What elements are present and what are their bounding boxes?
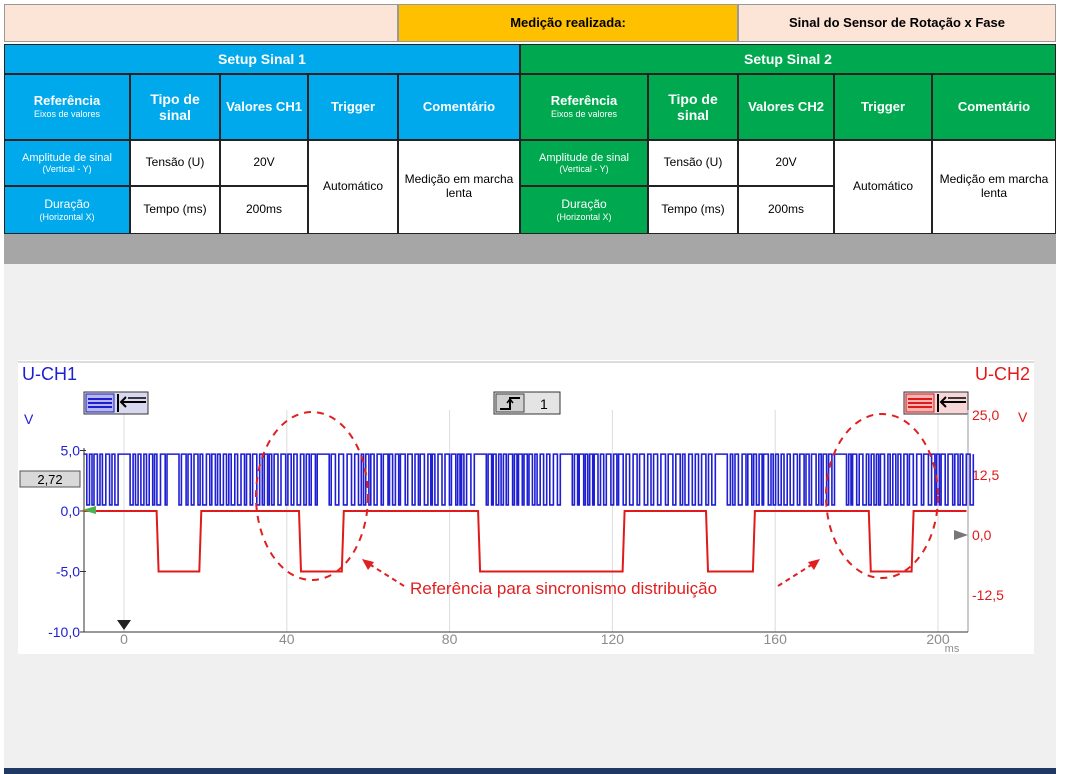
setup2-row2-label-sub: (Horizontal X) xyxy=(556,211,612,222)
bottom-edge xyxy=(4,768,1056,774)
setup2-row1-label: Amplitude de sinal (Vertical - Y) xyxy=(520,140,648,186)
setup1-comment: Medição em marcha lenta xyxy=(398,140,520,234)
x-tick-label: 160 xyxy=(764,631,788,647)
setup2-row2-value: 200ms xyxy=(738,186,834,234)
ch2-label: U-CH2 xyxy=(975,364,1030,384)
setup1-row1-value: 20V xyxy=(220,140,308,186)
trigger-indicator[interactable]: 1 xyxy=(493,391,561,415)
sync-reference-ellipse-right xyxy=(825,413,939,579)
setup2-row2-type: Tempo (ms) xyxy=(648,186,738,234)
setup2-col-reference-label: Referência xyxy=(550,93,618,109)
ch2-scale-button[interactable] xyxy=(903,391,969,415)
setup1-row1-label-text: Amplitude de sinal xyxy=(22,151,112,164)
measurement-label: Medição realizada: xyxy=(398,4,738,42)
setup1-col-reference-label: Referência xyxy=(33,93,101,109)
y-left-tick-label: -10,0 xyxy=(48,624,80,640)
setup1-row1-label: Amplitude de sinal (Vertical - Y) xyxy=(4,140,130,186)
x-tick-label: 0 xyxy=(120,631,128,647)
y-right-tick-label: -12,5 xyxy=(972,587,1004,603)
setup1-row2-type: Tempo (ms) xyxy=(130,186,220,234)
x-tick-label: 40 xyxy=(279,631,295,647)
setup2-col-trigger: Trigger xyxy=(834,74,932,140)
setup2-row1-label-text: Amplitude de sinal xyxy=(539,151,629,164)
measurement-value: Sinal do Sensor de Rotação x Fase xyxy=(738,4,1056,42)
setup1-row1-label-sub: (Vertical - Y) xyxy=(42,164,92,175)
setup2-trigger: Automático xyxy=(834,140,932,234)
ch1-marker-value: 2,72 xyxy=(37,472,62,487)
setup1-row2-value: 200ms xyxy=(220,186,308,234)
trigger-channel: 1 xyxy=(540,396,548,412)
setup2-row1-type: Tensão (U) xyxy=(648,140,738,186)
x-tick-label: 120 xyxy=(601,631,625,647)
setup2-row2-label: Duração (Horizontal X) xyxy=(520,186,648,234)
sync-reference-ellipse-left xyxy=(255,411,369,581)
scope-traces xyxy=(83,453,975,573)
y-right-tick-label: 25,0 xyxy=(972,407,999,423)
header-left-blank xyxy=(4,4,398,42)
setup1-row2-label: Duração (Horizontal X) xyxy=(4,186,130,234)
setup1-title: Setup Sinal 1 xyxy=(4,44,520,74)
y-right-tick-label: 12,5 xyxy=(972,467,999,483)
setup1-col-comment: Comentário xyxy=(398,74,520,140)
oscilloscope-chart: U-CH1 U-CH2 V V 1 2,72 xyxy=(18,360,1034,654)
setup2-comment: Medição em marcha lenta xyxy=(932,140,1056,234)
setup2-row2-label-text: Duração xyxy=(561,196,607,211)
trigger-position-marker xyxy=(117,620,131,630)
setup1-col-type: Tipo de sinal xyxy=(130,74,220,140)
x-unit-label: ms xyxy=(945,643,960,654)
setup2-col-comment: Comentário xyxy=(932,74,1056,140)
setup2-title: Setup Sinal 2 xyxy=(520,44,1056,74)
setup2-col-type: Tipo de sinal xyxy=(648,74,738,140)
annotation-arrow-right xyxy=(777,561,817,587)
setup1-row2-label-text: Duração xyxy=(44,196,90,211)
ch1-level-marker[interactable]: 2,72 xyxy=(19,470,81,488)
separator-bar xyxy=(4,234,1056,264)
ch1-trace xyxy=(83,453,975,506)
y-left-tick-label: 0,0 xyxy=(61,503,81,519)
setup2-col-values: Valores CH2 xyxy=(738,74,834,140)
setup1-col-values: Valores CH1 xyxy=(220,74,308,140)
ch2-unit: V xyxy=(1018,409,1028,425)
y-left-tick-label: -5,0 xyxy=(56,564,80,580)
ch1-ground-marker xyxy=(82,506,96,514)
setup1-row1-type: Tensão (U) xyxy=(130,140,220,186)
y-left-tick-label: 5,0 xyxy=(61,443,81,459)
ch2-trace xyxy=(83,510,967,573)
scope-grid xyxy=(123,410,939,632)
setup1-col-trigger: Trigger xyxy=(308,74,398,140)
setup1-col-reference: Referência Eixos de valores xyxy=(4,74,130,140)
annotation-arrow-left xyxy=(365,561,405,587)
ch2-ground-marker xyxy=(954,530,968,540)
setup2-row1-value: 20V xyxy=(738,140,834,186)
y-right-tick-label: 0,0 xyxy=(972,527,992,543)
x-tick-label: 80 xyxy=(442,631,458,647)
setup2-col-reference-sub: Eixos de valores xyxy=(550,109,618,120)
x-tick-label: 200 xyxy=(926,631,950,647)
rising-edge-icon xyxy=(500,397,520,410)
setup2-row1-label-sub: (Vertical - Y) xyxy=(559,164,609,175)
scope-ticks: 0 40 80 120 160 200ms 5,0 0,0 -5,0 -10,0 25,0 12,5 0… xyxy=(48,407,1004,654)
sync-annotation: Referência para sincronismo distribuição xyxy=(410,579,717,598)
setup1-row2-label-sub: (Horizontal X) xyxy=(39,211,95,222)
ch1-unit: V xyxy=(24,411,34,427)
setup2-col-reference: Referência Eixos de valores xyxy=(520,74,648,140)
setup1-col-reference-sub: Eixos de valores xyxy=(33,109,101,120)
ch1-scale-button[interactable] xyxy=(83,391,149,415)
ch1-label: U-CH1 xyxy=(22,364,77,384)
setup1-trigger: Automático xyxy=(308,140,398,234)
